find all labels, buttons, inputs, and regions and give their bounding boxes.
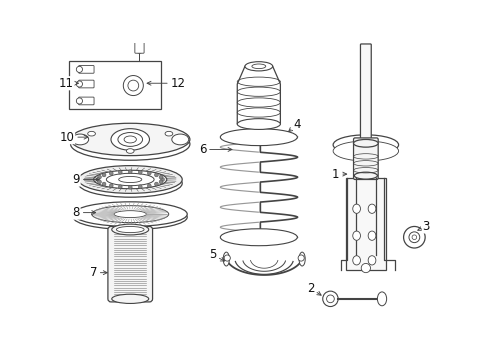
Circle shape [404,226,425,248]
Circle shape [128,170,132,174]
Ellipse shape [88,131,96,136]
Circle shape [147,171,151,175]
Circle shape [118,170,122,174]
FancyBboxPatch shape [354,138,378,180]
Ellipse shape [368,256,376,265]
Ellipse shape [220,229,297,246]
Circle shape [159,180,163,184]
Ellipse shape [353,231,361,240]
Text: 5: 5 [209,248,224,261]
Ellipse shape [71,123,190,156]
Circle shape [128,185,132,189]
Ellipse shape [106,173,154,186]
Circle shape [409,232,420,243]
Ellipse shape [237,119,280,130]
Ellipse shape [92,206,169,222]
Ellipse shape [353,204,361,213]
Circle shape [138,185,142,189]
Circle shape [109,184,113,188]
Circle shape [136,45,144,53]
Circle shape [224,255,230,261]
Ellipse shape [112,294,149,303]
FancyBboxPatch shape [346,178,386,270]
Ellipse shape [111,129,149,150]
Circle shape [128,80,139,91]
Ellipse shape [245,62,273,71]
Text: 12: 12 [147,77,186,90]
Circle shape [138,170,142,174]
Ellipse shape [78,170,182,197]
Circle shape [147,184,151,188]
FancyBboxPatch shape [78,66,94,73]
FancyBboxPatch shape [361,44,371,145]
FancyBboxPatch shape [135,40,144,53]
Text: 3: 3 [418,220,430,233]
Text: 10: 10 [60,131,88,144]
Ellipse shape [368,204,376,213]
Ellipse shape [220,129,297,145]
Text: 1: 1 [332,168,346,181]
Ellipse shape [73,202,187,226]
Circle shape [76,81,82,87]
Ellipse shape [116,226,144,233]
Circle shape [109,171,113,175]
Ellipse shape [377,292,387,306]
Ellipse shape [333,141,398,161]
Ellipse shape [126,149,134,153]
Text: 7: 7 [90,266,107,279]
Ellipse shape [124,136,136,143]
FancyBboxPatch shape [69,61,161,109]
Ellipse shape [114,211,147,217]
Text: 8: 8 [73,206,96,219]
Ellipse shape [72,134,89,145]
Ellipse shape [354,139,378,147]
Ellipse shape [112,224,149,235]
Circle shape [123,76,144,95]
Circle shape [323,291,338,307]
Polygon shape [237,66,280,124]
Circle shape [102,182,106,186]
Ellipse shape [368,231,376,240]
Text: 9: 9 [73,173,98,186]
Circle shape [326,295,334,303]
Circle shape [76,98,82,104]
Circle shape [161,177,165,181]
Circle shape [154,173,158,177]
Text: 11: 11 [59,77,78,90]
Circle shape [98,180,101,184]
Circle shape [98,175,101,179]
Text: 6: 6 [199,143,232,156]
Ellipse shape [73,205,187,230]
Circle shape [361,264,370,273]
Ellipse shape [354,172,377,179]
FancyBboxPatch shape [78,97,94,105]
Circle shape [154,182,158,186]
Circle shape [298,255,304,261]
Ellipse shape [252,64,266,69]
Ellipse shape [118,132,143,147]
Ellipse shape [165,131,173,136]
Text: 4: 4 [289,118,301,132]
Circle shape [159,175,163,179]
Ellipse shape [71,128,190,160]
Text: 2: 2 [307,282,321,295]
FancyBboxPatch shape [78,80,94,88]
Ellipse shape [353,256,361,265]
Ellipse shape [299,252,305,266]
Ellipse shape [78,166,182,193]
Ellipse shape [119,176,142,183]
Circle shape [96,177,100,181]
Circle shape [102,173,106,177]
FancyBboxPatch shape [108,226,152,302]
Ellipse shape [223,252,229,266]
Ellipse shape [94,170,167,189]
Ellipse shape [172,134,189,145]
Circle shape [76,66,82,72]
Circle shape [118,185,122,189]
Circle shape [412,235,416,239]
Ellipse shape [333,135,398,155]
